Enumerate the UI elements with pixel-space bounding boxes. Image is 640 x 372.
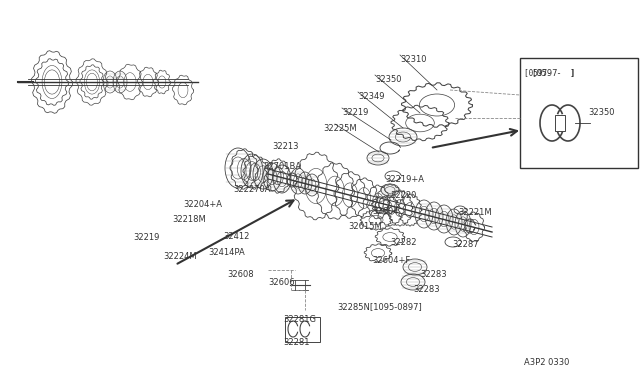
Text: [0597-    ]: [0597- ]	[533, 68, 574, 77]
Text: 32224M: 32224M	[163, 252, 196, 261]
Text: 32282: 32282	[390, 238, 417, 247]
Text: 32604+F: 32604+F	[372, 256, 410, 265]
Text: 32225M: 32225M	[323, 124, 356, 133]
Text: 32606: 32606	[268, 278, 294, 287]
Text: 32615M: 32615M	[348, 222, 381, 231]
Text: 32218M: 32218M	[172, 215, 205, 224]
Text: 32281: 32281	[283, 338, 310, 347]
Text: 32285N[1095-0897]: 32285N[1095-0897]	[337, 302, 422, 311]
Bar	[285, 317, 320, 342]
Text: 32414PA: 32414PA	[208, 248, 244, 257]
Text: 32412: 32412	[223, 232, 250, 241]
Text: 32283: 32283	[413, 285, 440, 294]
Text: 32281G: 32281G	[283, 315, 316, 324]
Text: 32219: 32219	[133, 233, 159, 242]
Text: 32204+A: 32204+A	[183, 200, 222, 209]
Text: A3P2 0330: A3P2 0330	[524, 358, 570, 367]
Text: [0597-    ]: [0597- ]	[524, 68, 575, 77]
Text: 32287: 32287	[452, 240, 479, 249]
Text: 32283: 32283	[420, 270, 447, 279]
Text: 32310: 32310	[400, 55, 426, 64]
Text: 32604: 32604	[372, 207, 399, 216]
Bar	[520, 58, 638, 168]
Text: 32701BA: 32701BA	[263, 162, 301, 171]
Bar	[555, 115, 565, 131]
Text: 32350: 32350	[375, 75, 401, 84]
Text: 32220: 32220	[390, 191, 417, 200]
Text: 32219: 32219	[342, 108, 369, 117]
Text: 322270A: 322270A	[233, 185, 271, 194]
Text: 32349: 32349	[358, 92, 385, 101]
Text: 32213: 32213	[272, 142, 298, 151]
Text: 32608: 32608	[227, 270, 253, 279]
Text: 32350: 32350	[588, 108, 614, 117]
Text: 32221M: 32221M	[458, 208, 492, 217]
Text: 32219+A: 32219+A	[385, 175, 424, 184]
